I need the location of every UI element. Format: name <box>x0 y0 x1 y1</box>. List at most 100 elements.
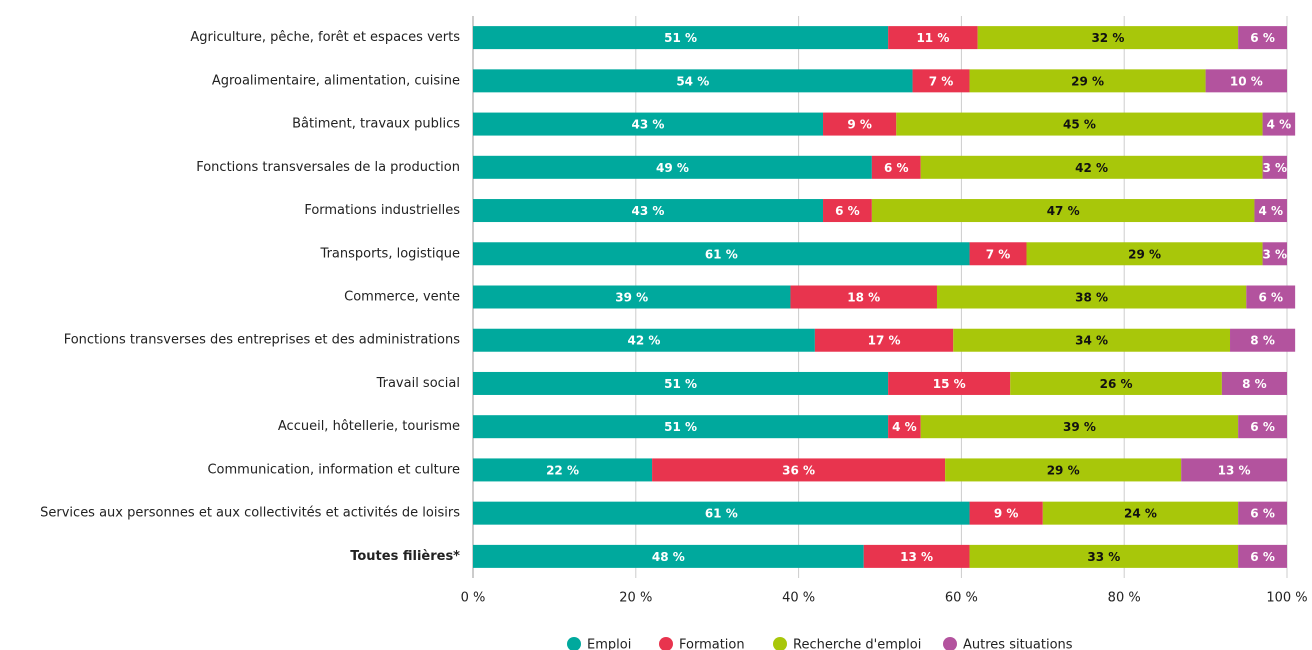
legend-swatch <box>943 637 957 650</box>
bar-segment <box>473 26 889 50</box>
value-label: 4 % <box>1267 118 1292 132</box>
y-tick-label: Communication, information et culture <box>207 462 460 477</box>
legend-label: Recherche d'emploi <box>793 638 921 650</box>
value-label: 18 % <box>847 291 880 305</box>
legend-swatch <box>773 637 787 650</box>
bar-segment <box>1221 371 1287 395</box>
y-tick-label: Agroalimentaire, alimentation, cuisine <box>212 73 460 88</box>
value-label: 9 % <box>847 118 872 132</box>
bar-segment <box>920 155 1263 179</box>
x-tick-label: 100 % <box>1266 591 1307 606</box>
y-tick-label: Fonctions transverses des entreprises et… <box>64 333 461 348</box>
value-label: 29 % <box>1071 74 1104 88</box>
value-label: 4 % <box>892 420 917 434</box>
y-tick-label: Bâtiment, travaux publics <box>292 117 460 132</box>
value-label: 36 % <box>782 463 815 477</box>
value-label: 26 % <box>1100 377 1133 391</box>
bar-segment <box>473 112 824 136</box>
value-label: 7 % <box>929 74 954 88</box>
legend-label: Autres situations <box>963 638 1073 650</box>
bar-segment <box>473 285 791 309</box>
value-label: 8 % <box>1242 377 1267 391</box>
bar-segment <box>863 544 970 568</box>
value-label: 3 % <box>1263 161 1288 175</box>
value-label: 7 % <box>986 247 1011 261</box>
bar-segment <box>1238 26 1287 50</box>
y-tick-label: Formations industrielles <box>304 203 460 218</box>
bar-segment <box>473 458 653 482</box>
bar-segment <box>1262 112 1296 136</box>
value-label: 10 % <box>1230 74 1263 88</box>
bar-segment <box>977 26 1239 50</box>
bar-segment <box>888 26 978 50</box>
x-tick-label: 60 % <box>945 591 978 606</box>
bar-segment <box>1262 155 1287 179</box>
bar-segment <box>473 199 824 223</box>
value-label: 24 % <box>1124 507 1157 521</box>
value-label: 6 % <box>1250 31 1275 45</box>
value-label: 54 % <box>676 74 709 88</box>
value-label: 38 % <box>1075 291 1108 305</box>
y-tick-label: Fonctions transversales de la production <box>196 160 460 175</box>
bar-segment <box>888 415 921 439</box>
legend-swatch <box>567 637 581 650</box>
value-label: 13 % <box>900 550 933 564</box>
bar-segment <box>1181 458 1287 482</box>
bar-segment <box>1026 242 1263 266</box>
bar-segment <box>473 155 872 179</box>
value-label: 6 % <box>835 204 860 218</box>
value-label: 61 % <box>705 507 738 521</box>
bar-segment <box>871 155 921 179</box>
bar-segment <box>1238 544 1287 568</box>
bar-segment <box>969 69 1206 93</box>
bar-segment <box>823 199 872 223</box>
y-tick-label: Accueil, hôtellerie, tourisme <box>278 419 460 434</box>
bar-segment <box>1205 69 1287 93</box>
bar-segment <box>473 242 970 266</box>
value-label: 13 % <box>1218 463 1251 477</box>
bar-segment <box>1262 242 1287 266</box>
value-label: 6 % <box>884 161 909 175</box>
value-label: 33 % <box>1087 550 1120 564</box>
bar-segment <box>473 328 815 352</box>
value-label: 6 % <box>1250 550 1275 564</box>
bar-segment <box>473 544 864 568</box>
value-label: 4 % <box>1258 204 1283 218</box>
bar-segment <box>1238 415 1287 439</box>
value-label: 11 % <box>916 31 949 45</box>
value-label: 42 % <box>627 334 660 348</box>
bar-segment <box>920 415 1239 439</box>
value-label: 29 % <box>1128 247 1161 261</box>
bar-segment <box>473 501 970 525</box>
bar-segment <box>473 371 889 395</box>
value-label: 15 % <box>933 377 966 391</box>
value-label: 43 % <box>632 204 665 218</box>
y-tick-label: Agriculture, pêche, forêt et espaces ver… <box>190 30 460 45</box>
value-label: 34 % <box>1075 334 1108 348</box>
bar-segment <box>790 285 937 309</box>
bar-segment <box>871 199 1255 223</box>
bar-segment <box>1042 501 1239 525</box>
value-label: 6 % <box>1250 507 1275 521</box>
x-tick-label: 0 % <box>461 591 486 606</box>
y-tick-label: Toutes filières* <box>350 549 460 564</box>
bar-segment <box>1010 371 1222 395</box>
value-label: 29 % <box>1047 463 1080 477</box>
value-label: 6 % <box>1258 291 1283 305</box>
value-label: 32 % <box>1091 31 1124 45</box>
value-label: 39 % <box>1063 420 1096 434</box>
bar-segment <box>936 285 1247 309</box>
value-label: 51 % <box>664 31 697 45</box>
legend-label: Formation <box>679 638 745 650</box>
bar-segment <box>473 69 913 93</box>
bar-segment <box>969 501 1043 525</box>
legend-label: Emploi <box>587 638 631 650</box>
value-label: 39 % <box>615 291 648 305</box>
value-label: 45 % <box>1063 118 1096 132</box>
bar-segment <box>652 458 946 482</box>
value-label: 47 % <box>1047 204 1080 218</box>
legend-swatch <box>659 637 673 650</box>
y-tick-label: Transports, logistique <box>320 246 460 261</box>
bar-segment <box>969 242 1027 266</box>
